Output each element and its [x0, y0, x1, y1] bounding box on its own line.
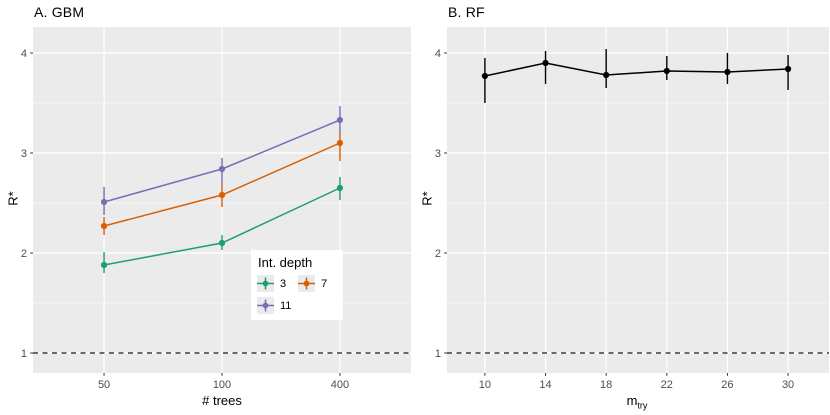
x-tick-label: 50	[98, 379, 110, 391]
data-point	[784, 65, 792, 73]
x-axis-label-rf: mtry	[527, 393, 747, 411]
legend-item-11: 11	[257, 297, 291, 314]
legend-item-3: 3	[257, 275, 286, 292]
data-point	[100, 222, 108, 230]
legend-key-glyph-icon	[257, 297, 274, 314]
y-tick-label: 3	[435, 148, 441, 160]
x-axis-label-gbm: # trees	[202, 393, 242, 408]
x-tick-label: 100	[213, 379, 231, 391]
data-point	[218, 165, 226, 173]
legend-item-7: 7	[298, 275, 327, 292]
y-axis-label-gbm: R*	[5, 191, 21, 206]
data-point	[100, 261, 108, 269]
legend-row: 11	[257, 297, 337, 314]
series-line-RF	[484, 62, 789, 77]
y-tick-label: 1	[435, 348, 441, 360]
legend-title: Int. depth	[258, 255, 313, 270]
x-tick-label: 14	[539, 379, 551, 391]
x-tick-label: 26	[721, 379, 733, 391]
x-tick-label: 30	[782, 379, 794, 391]
data-point	[336, 116, 344, 124]
data-point	[218, 191, 226, 199]
data-point	[336, 139, 344, 147]
panel-gbm: 50 100 400 1 2 3 4	[21, 27, 411, 391]
legend-label: 11	[280, 299, 292, 312]
legend-items: 3 7 11	[257, 275, 337, 314]
data-point	[100, 198, 108, 206]
panel-title-rf: B. RF	[448, 4, 485, 20]
legend-label: 3	[280, 277, 287, 290]
x-tick-label: 18	[600, 379, 612, 391]
data-point	[663, 67, 670, 75]
data-point	[542, 59, 549, 67]
panel-rf: 10 14 18 22 26 30 1 2 3 4	[435, 27, 829, 391]
legend-key-glyph-icon	[298, 275, 316, 292]
panel-background	[447, 27, 829, 373]
legend-key-glyph-icon	[257, 275, 274, 292]
mtry-subscript: try	[637, 400, 648, 411]
data-point	[603, 71, 610, 79]
x-tick-label: 22	[661, 379, 673, 391]
data-point	[336, 184, 344, 192]
data-point	[218, 239, 226, 247]
y-tick-label: 4	[21, 48, 27, 60]
y-tick-label: 3	[21, 148, 27, 160]
data-point	[481, 72, 488, 80]
x-tick-label: 10	[479, 379, 491, 391]
y-tick-label: 2	[435, 248, 441, 260]
legend-box: Int. depth 3 7 11	[251, 250, 343, 320]
y-axis-label-rf: R*	[419, 191, 435, 206]
legend-label: 7	[321, 277, 328, 290]
x-tick-label: 400	[331, 379, 349, 391]
y-tick-label: 4	[435, 48, 441, 60]
y-tick-label: 2	[21, 248, 27, 260]
data-point	[724, 68, 731, 76]
mtry-base: m	[626, 393, 638, 408]
panel-title-gbm: A. GBM	[34, 4, 85, 20]
y-tick-label: 1	[21, 348, 27, 360]
